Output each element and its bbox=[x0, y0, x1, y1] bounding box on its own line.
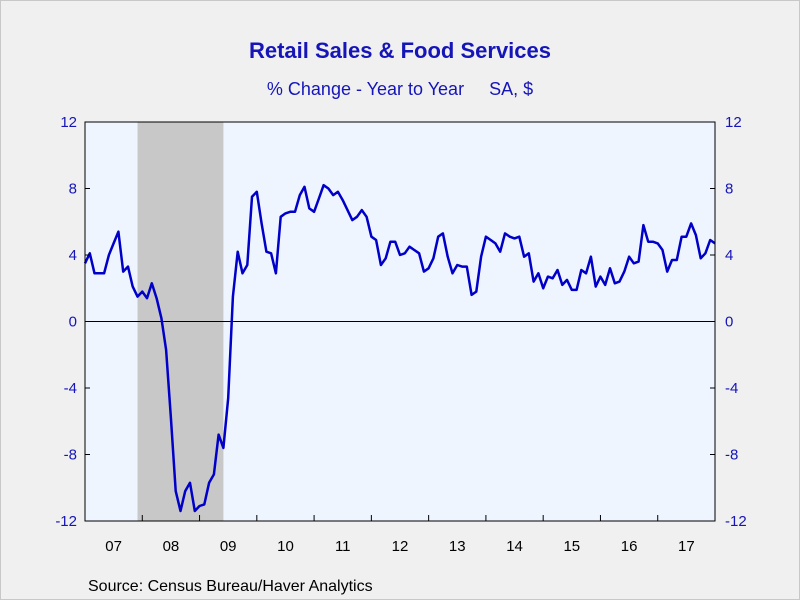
x-tick-label: 15 bbox=[563, 538, 580, 555]
chart-subtitle: % Change - Year to Year SA, $ bbox=[266, 79, 534, 99]
y-tick-label-left: 12 bbox=[60, 114, 77, 131]
y-tick-label-left: -12 bbox=[55, 513, 77, 530]
y-tick-label-left: 4 bbox=[69, 247, 77, 264]
y-tick-label-right: 12 bbox=[725, 114, 742, 131]
x-tick-label: 11 bbox=[335, 538, 351, 555]
x-tick-label: 16 bbox=[621, 538, 638, 555]
y-tick-label-left: -8 bbox=[64, 447, 77, 464]
series-line bbox=[83, 183, 716, 513]
x-tick-label: 10 bbox=[277, 538, 294, 555]
source-note: Source: Census Bureau/Haver Analytics bbox=[88, 578, 373, 595]
y-tick-label-right: -12 bbox=[725, 513, 747, 530]
chart-title: Retail Sales & Food Services bbox=[248, 38, 552, 63]
y-tick-label-right: 0 bbox=[725, 314, 733, 331]
plot-border bbox=[84, 121, 716, 522]
y-tick-label-right: -8 bbox=[725, 447, 738, 464]
x-tick-label: 09 bbox=[220, 538, 237, 555]
x-tick-label: 17 bbox=[678, 538, 695, 555]
x-tick-label: 13 bbox=[449, 538, 466, 555]
y-tick-label-right: -4 bbox=[725, 380, 738, 397]
y-tick-label-right: 8 bbox=[725, 181, 733, 198]
y-tick-label-left: 8 bbox=[69, 181, 77, 198]
y-tick-label-left: 0 bbox=[69, 314, 77, 331]
series-layer bbox=[83, 183, 716, 513]
x-tick-label: 07 bbox=[105, 538, 122, 555]
x-tick-label: 12 bbox=[392, 538, 409, 555]
y-tick-label-right: 4 bbox=[725, 247, 733, 264]
x-tick-label: 14 bbox=[506, 538, 523, 555]
axis-layer: -12 -12 -8 -8 -4 -4 0 0 4 4 8 8 12 12 07 08 09 10 11 12 13 14… bbox=[55, 114, 746, 555]
y-tick-label-left: -4 bbox=[64, 380, 77, 397]
x-tick-label: 08 bbox=[163, 538, 180, 555]
